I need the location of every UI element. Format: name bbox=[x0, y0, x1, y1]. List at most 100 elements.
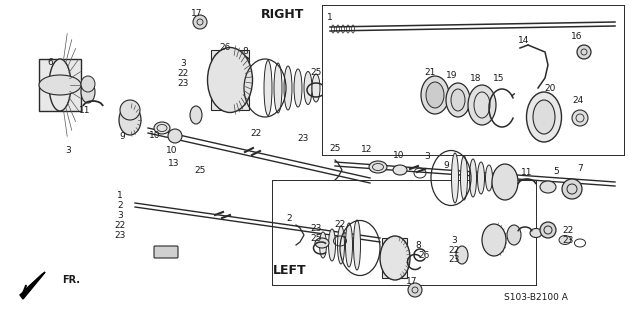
Ellipse shape bbox=[460, 156, 467, 200]
Circle shape bbox=[193, 15, 207, 29]
Ellipse shape bbox=[533, 100, 555, 134]
Text: 23: 23 bbox=[298, 133, 309, 142]
Ellipse shape bbox=[320, 232, 326, 258]
Ellipse shape bbox=[426, 82, 444, 108]
Text: 10: 10 bbox=[393, 150, 404, 159]
Text: 14: 14 bbox=[518, 36, 530, 44]
Text: 23: 23 bbox=[177, 78, 189, 87]
Text: 17: 17 bbox=[191, 9, 203, 18]
Bar bbox=[39, 59, 81, 111]
Bar bbox=[382, 238, 408, 278]
Circle shape bbox=[562, 179, 582, 199]
Circle shape bbox=[168, 129, 182, 143]
Text: 15: 15 bbox=[493, 74, 504, 83]
Text: 11: 11 bbox=[521, 167, 533, 177]
Text: 17: 17 bbox=[406, 277, 418, 286]
Text: 25: 25 bbox=[310, 234, 321, 243]
Text: 25: 25 bbox=[310, 68, 321, 76]
Text: 2: 2 bbox=[286, 213, 292, 222]
Text: 11: 11 bbox=[79, 106, 91, 115]
Text: 6: 6 bbox=[47, 58, 53, 67]
Text: 24: 24 bbox=[572, 95, 584, 105]
Ellipse shape bbox=[469, 159, 477, 197]
Text: 7: 7 bbox=[577, 164, 583, 172]
Text: 3: 3 bbox=[180, 59, 186, 68]
Text: 19: 19 bbox=[446, 70, 458, 79]
Circle shape bbox=[577, 45, 591, 59]
Text: 22: 22 bbox=[335, 220, 345, 228]
Text: 1: 1 bbox=[327, 12, 333, 21]
Text: 9: 9 bbox=[119, 132, 125, 140]
Text: RIGHT: RIGHT bbox=[261, 7, 304, 20]
Ellipse shape bbox=[264, 60, 272, 116]
Text: 8: 8 bbox=[242, 46, 248, 55]
Ellipse shape bbox=[81, 81, 95, 103]
Ellipse shape bbox=[338, 226, 345, 264]
Ellipse shape bbox=[468, 85, 496, 125]
Ellipse shape bbox=[49, 59, 71, 111]
Ellipse shape bbox=[39, 75, 81, 95]
Text: 23: 23 bbox=[562, 236, 574, 244]
Text: 26: 26 bbox=[220, 43, 231, 52]
Text: 18: 18 bbox=[470, 74, 482, 83]
Bar bbox=[211, 50, 249, 110]
Text: 23: 23 bbox=[448, 255, 460, 265]
Ellipse shape bbox=[492, 164, 518, 200]
Text: 22: 22 bbox=[177, 68, 189, 77]
Text: 13: 13 bbox=[168, 158, 180, 167]
Ellipse shape bbox=[120, 100, 140, 120]
Ellipse shape bbox=[81, 76, 95, 92]
Ellipse shape bbox=[393, 165, 407, 175]
FancyBboxPatch shape bbox=[154, 246, 178, 258]
Ellipse shape bbox=[154, 122, 170, 134]
Circle shape bbox=[540, 222, 556, 238]
Text: 10: 10 bbox=[166, 146, 178, 155]
Text: 3: 3 bbox=[117, 211, 123, 220]
Text: 5: 5 bbox=[553, 166, 559, 175]
Text: 25: 25 bbox=[330, 143, 341, 153]
Ellipse shape bbox=[345, 223, 352, 267]
Text: 9: 9 bbox=[443, 161, 449, 170]
Circle shape bbox=[408, 283, 422, 297]
Text: LEFT: LEFT bbox=[273, 263, 307, 276]
Ellipse shape bbox=[274, 63, 282, 113]
Ellipse shape bbox=[304, 71, 312, 105]
Ellipse shape bbox=[452, 153, 459, 203]
Text: 22: 22 bbox=[562, 226, 574, 235]
Ellipse shape bbox=[380, 236, 410, 280]
Ellipse shape bbox=[456, 246, 468, 264]
Ellipse shape bbox=[559, 236, 571, 244]
Ellipse shape bbox=[446, 83, 470, 117]
Text: 21: 21 bbox=[425, 68, 436, 76]
Ellipse shape bbox=[477, 162, 484, 194]
Text: 22: 22 bbox=[448, 245, 460, 254]
Ellipse shape bbox=[353, 220, 360, 270]
Text: 8: 8 bbox=[415, 241, 421, 250]
Text: 23: 23 bbox=[114, 230, 126, 239]
Text: 3: 3 bbox=[424, 151, 430, 161]
Text: 16: 16 bbox=[571, 31, 582, 41]
Ellipse shape bbox=[315, 238, 329, 248]
Text: FR.: FR. bbox=[62, 275, 80, 285]
Ellipse shape bbox=[540, 181, 556, 193]
Ellipse shape bbox=[119, 105, 141, 135]
Text: 26: 26 bbox=[418, 251, 430, 260]
Text: 20: 20 bbox=[544, 84, 555, 92]
Text: S103-B2100 A: S103-B2100 A bbox=[504, 293, 568, 302]
Ellipse shape bbox=[482, 224, 506, 256]
Ellipse shape bbox=[421, 76, 449, 114]
Text: 23: 23 bbox=[310, 223, 321, 233]
Text: 12: 12 bbox=[361, 145, 373, 154]
Ellipse shape bbox=[369, 161, 387, 173]
Text: 1: 1 bbox=[117, 190, 123, 199]
Ellipse shape bbox=[526, 92, 562, 142]
Ellipse shape bbox=[486, 165, 493, 191]
Text: 10: 10 bbox=[149, 131, 161, 140]
Ellipse shape bbox=[294, 69, 302, 107]
Ellipse shape bbox=[451, 89, 465, 111]
Ellipse shape bbox=[190, 106, 202, 124]
Text: 22: 22 bbox=[114, 220, 126, 229]
Ellipse shape bbox=[328, 229, 335, 261]
Ellipse shape bbox=[507, 225, 521, 245]
Ellipse shape bbox=[208, 47, 252, 113]
